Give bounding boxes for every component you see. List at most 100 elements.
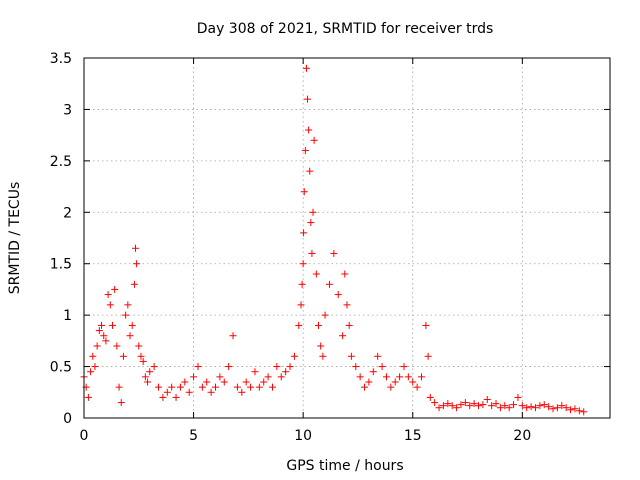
data-point xyxy=(365,378,373,386)
tick-labels: 0 5 10 15 20 0 0.5 1 1.5 2 2.5 3 3.5 xyxy=(50,51,532,444)
data-point xyxy=(444,400,452,408)
data-point xyxy=(310,136,318,144)
data-point xyxy=(297,301,305,309)
data-point xyxy=(264,373,272,381)
data-point xyxy=(496,404,504,412)
data-point xyxy=(155,383,163,391)
data-point xyxy=(435,404,443,412)
data-point xyxy=(356,373,364,381)
data-point xyxy=(505,404,513,412)
data-point xyxy=(260,378,268,386)
data-point xyxy=(422,321,430,329)
data-point xyxy=(122,311,130,319)
data-point xyxy=(424,352,432,360)
data-point xyxy=(352,363,360,371)
data-point xyxy=(510,401,518,409)
data-point xyxy=(251,368,259,376)
data-point xyxy=(268,383,276,391)
data-point xyxy=(95,327,103,335)
data-point xyxy=(396,373,404,381)
data-point xyxy=(308,249,316,257)
data-point xyxy=(286,363,294,371)
data-point xyxy=(312,270,320,278)
data-point xyxy=(298,280,306,288)
data-point xyxy=(448,402,456,410)
y-tick-label: 3.5 xyxy=(50,51,72,67)
data-point xyxy=(527,403,535,411)
data-point xyxy=(409,378,417,386)
data-point xyxy=(343,301,351,309)
data-point xyxy=(309,208,317,216)
data-point xyxy=(558,402,566,410)
data-point xyxy=(194,363,202,371)
data-point xyxy=(580,408,588,416)
data-point xyxy=(567,406,575,414)
data-point xyxy=(571,405,579,413)
data-point xyxy=(203,378,211,386)
data-point xyxy=(345,321,353,329)
data-point xyxy=(302,64,310,72)
data-point xyxy=(255,383,263,391)
data-point xyxy=(382,373,390,381)
data-point xyxy=(150,363,158,371)
data-point xyxy=(198,383,206,391)
data-point xyxy=(216,373,224,381)
data-point xyxy=(300,229,308,237)
data-point xyxy=(540,401,548,409)
data-point xyxy=(247,383,255,391)
data-point xyxy=(113,342,121,350)
data-point xyxy=(172,393,180,401)
data-point xyxy=(144,378,152,386)
data-point xyxy=(466,402,474,410)
data-point xyxy=(518,402,526,410)
y-tick-label: 2.5 xyxy=(50,154,72,170)
data-point xyxy=(299,260,307,268)
data-point xyxy=(404,373,412,381)
y-tick-label: 3 xyxy=(63,102,72,118)
data-point xyxy=(418,373,426,381)
data-point xyxy=(369,368,377,376)
data-point xyxy=(306,167,314,175)
data-point xyxy=(141,373,149,381)
data-point xyxy=(233,383,241,391)
data-point xyxy=(470,400,478,408)
data-point xyxy=(146,368,154,376)
x-tick-label: 0 xyxy=(80,428,89,444)
y-tick-label: 0.5 xyxy=(50,360,72,376)
data-point xyxy=(330,249,338,257)
chart-title: Day 308 of 2021, SRMTID for receiver trd… xyxy=(197,21,494,37)
data-point xyxy=(575,407,583,415)
grid xyxy=(84,58,610,418)
data-point xyxy=(413,383,421,391)
data-point xyxy=(492,400,500,408)
data-point xyxy=(347,352,355,360)
x-axis-label: GPS time / hours xyxy=(286,458,403,474)
data-point xyxy=(400,363,408,371)
data-point xyxy=(91,363,99,371)
y-tick-label: 0 xyxy=(63,411,72,427)
data-point xyxy=(562,404,570,412)
x-tick-label: 15 xyxy=(404,428,422,444)
data-point xyxy=(387,383,395,391)
data-point xyxy=(334,291,342,299)
data-point xyxy=(185,388,193,396)
data-point xyxy=(124,301,132,309)
data-point xyxy=(319,352,327,360)
data-point xyxy=(553,404,561,412)
data-point xyxy=(159,393,167,401)
data-point xyxy=(225,363,233,371)
data-point xyxy=(307,219,315,227)
data-point xyxy=(536,402,544,410)
data-point xyxy=(104,291,112,299)
data-point xyxy=(87,368,95,376)
data-point xyxy=(93,342,101,350)
data-point xyxy=(305,126,313,134)
data-points xyxy=(80,64,588,416)
data-point xyxy=(207,388,215,396)
data-point xyxy=(514,393,522,401)
y-tick-label: 1 xyxy=(63,308,72,324)
data-point xyxy=(115,383,123,391)
y-tick-label: 2 xyxy=(63,205,72,221)
data-point xyxy=(238,388,246,396)
data-point xyxy=(488,402,496,410)
